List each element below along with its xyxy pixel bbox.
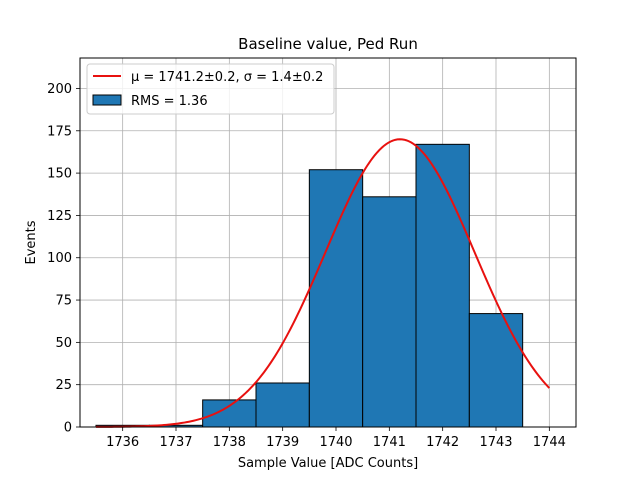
x-tick-label: 1740 xyxy=(319,435,352,450)
x-tick-label: 1737 xyxy=(159,435,192,450)
y-tick-label: 150 xyxy=(47,167,72,182)
y-axis-label: Events xyxy=(24,220,39,264)
y-tick-label: 25 xyxy=(55,378,72,393)
x-axis-label: Sample Value [ADC Counts] xyxy=(238,456,418,471)
y-tick-label: 100 xyxy=(47,251,72,266)
x-tick-label: 1738 xyxy=(213,435,246,450)
legend-fit-label: μ = 1741.2±0.2, σ = 1.4±0.2 xyxy=(131,70,323,85)
x-tick-label: 1744 xyxy=(533,435,566,450)
histogram-bar xyxy=(415,143,470,428)
histogram-bar xyxy=(362,196,417,428)
legend-histogram-label: RMS = 1.36 xyxy=(131,94,208,109)
legend: μ = 1741.2±0.2, σ = 1.4±0.2 RMS = 1.36 xyxy=(86,63,335,115)
y-tick-label: 175 xyxy=(47,124,72,139)
x-tick-label: 1736 xyxy=(106,435,139,450)
legend-box xyxy=(86,63,335,115)
legend-histogram-swatch xyxy=(92,94,122,106)
x-tick-label: 1742 xyxy=(426,435,459,450)
x-tick-label: 1739 xyxy=(266,435,299,450)
histogram-bar xyxy=(202,399,257,428)
plot-frame xyxy=(79,57,577,428)
y-tick-label: 200 xyxy=(47,82,72,97)
x-tick-label: 1743 xyxy=(479,435,512,450)
y-tick-label: 125 xyxy=(47,209,72,224)
histogram-bar xyxy=(308,169,364,428)
x-tick-label: 1741 xyxy=(373,435,406,450)
histogram-bar xyxy=(255,382,310,428)
y-tick-label: 75 xyxy=(55,294,72,309)
y-tick-label: 50 xyxy=(55,336,72,351)
axis-ticks: 1736 1737 1738 1739 1740 1741 1742 1743 1744 0 25 5… xyxy=(47,82,566,450)
y-tick-label: 0 xyxy=(64,421,72,436)
histogram-bars xyxy=(95,143,524,428)
gaussian-fit-curve xyxy=(95,138,551,428)
histogram-bar xyxy=(468,313,524,428)
chart-title: Baseline value, Ped Run xyxy=(238,35,418,53)
fit-curve-layer xyxy=(95,138,551,428)
